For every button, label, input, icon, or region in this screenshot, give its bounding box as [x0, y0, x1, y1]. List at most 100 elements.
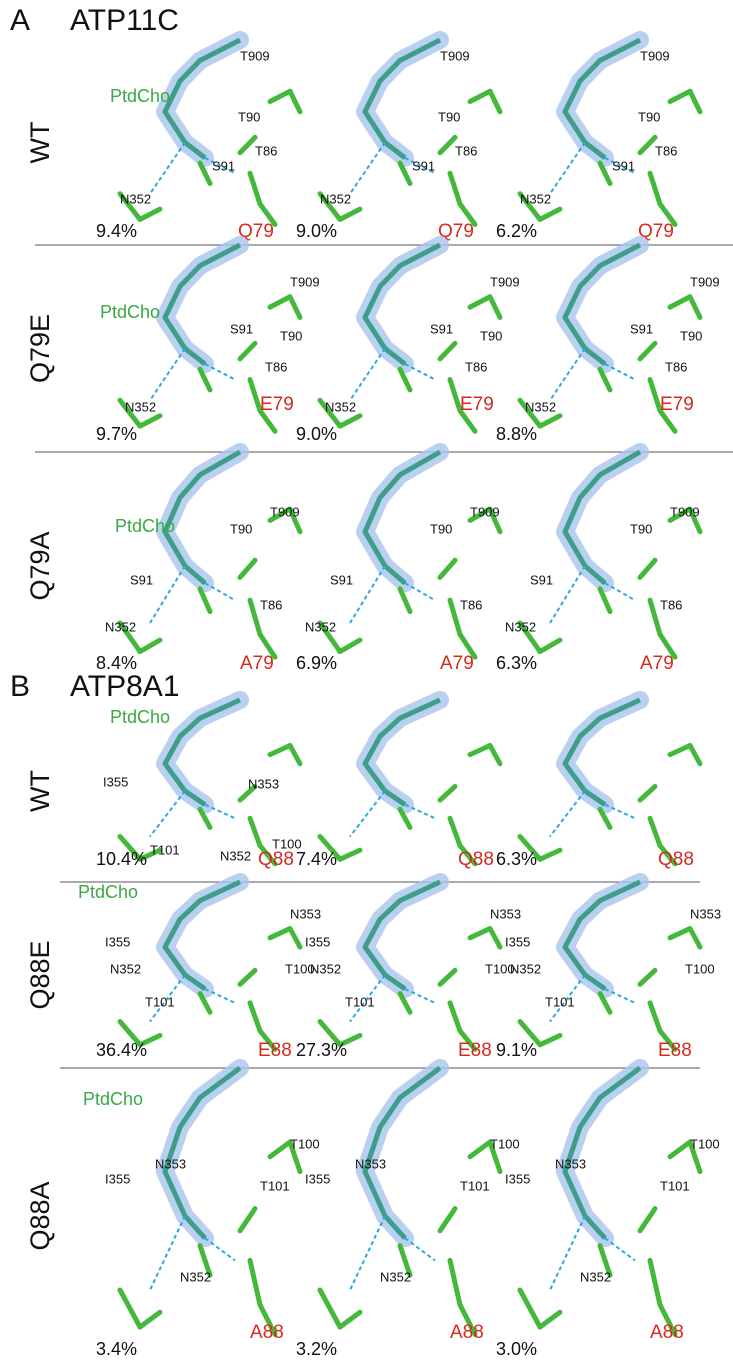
mutant-residue: E79: [460, 394, 494, 415]
residue-label: N353: [355, 1156, 386, 1171]
residue-stick: [290, 297, 300, 318]
residue-stick: [670, 746, 690, 755]
percentage: 9.0%: [296, 221, 337, 241]
residue-stick: [270, 746, 290, 755]
residue-label: N352: [580, 1269, 611, 1284]
percentage: 3.2%: [296, 1339, 337, 1359]
percentage: 8.8%: [496, 424, 537, 444]
residue-stick: [670, 1142, 690, 1157]
residue-label: N352: [120, 191, 151, 206]
residue-stick: [540, 1035, 560, 1044]
hbond: [150, 143, 185, 194]
residue-label: I355: [105, 1171, 130, 1186]
residue-label: N352: [520, 191, 551, 206]
percentage: 27.3%: [296, 1040, 347, 1060]
percentage: 9.1%: [496, 1040, 537, 1060]
residue-stick: [320, 1290, 340, 1327]
residue-label: N352: [110, 961, 141, 976]
panel-letter: B: [10, 670, 30, 703]
residue-label: T90: [438, 109, 460, 124]
residue-stick: [250, 1260, 260, 1304]
residue-label: T90: [238, 109, 260, 124]
ligand-label: PtdCho: [100, 302, 160, 322]
residue-stick: [440, 137, 455, 152]
residue-stick: [290, 929, 300, 948]
residue-stick: [340, 640, 360, 651]
residue-stick: [270, 91, 290, 101]
residue-label: N353: [248, 776, 279, 791]
residue-label: T909: [290, 274, 320, 289]
residue-label: T101: [345, 994, 375, 1009]
mutant-residue: A79: [240, 653, 274, 674]
hbond: [550, 349, 585, 401]
percentage: 9.7%: [96, 424, 137, 444]
residue-label: T100: [685, 961, 715, 976]
residue-label: T100: [690, 1136, 720, 1151]
residue-label: T86: [460, 597, 482, 612]
residue-label: T101: [150, 842, 180, 857]
molecule: [320, 452, 500, 657]
residue-stick: [690, 929, 700, 948]
percentage: 9.4%: [96, 221, 137, 241]
residue-stick: [490, 929, 500, 948]
mutant-residue: Q88: [458, 849, 494, 870]
mutant-residue: A88: [650, 1322, 684, 1343]
percentage: 36.4%: [96, 1040, 147, 1060]
residue-stick: [340, 416, 360, 426]
hbond: [350, 566, 385, 623]
percentage: 3.4%: [96, 1339, 137, 1359]
residue-stick: [690, 746, 700, 764]
residue-label: T909: [440, 48, 470, 63]
residue-label: T86: [665, 359, 687, 374]
ligand-label: PtdCho: [110, 707, 170, 727]
hbond: [350, 791, 385, 837]
residue-stick: [450, 600, 460, 634]
residue-label: N352: [310, 961, 341, 976]
mutant-residue: E88: [258, 1040, 292, 1061]
residue-stick: [640, 137, 655, 152]
residue-stick: [270, 297, 290, 307]
residue-stick: [520, 1290, 540, 1327]
residue-stick: [650, 380, 660, 411]
residue-stick: [440, 786, 455, 800]
protein-name: ATP8A1: [70, 670, 180, 703]
mutant-residue: E88: [658, 1040, 692, 1061]
residue-stick: [440, 1209, 455, 1231]
mutant-residue: A88: [250, 1322, 284, 1343]
residue-stick: [290, 746, 300, 764]
residue-stick: [640, 1209, 655, 1231]
mutant-residue: E88: [458, 1040, 492, 1061]
residue-stick: [240, 137, 255, 152]
residue-stick: [140, 209, 160, 219]
figure: AATP11CWTPtdChoT909T90S91T86N3529.4%Q79T…: [0, 0, 733, 1364]
percentage: 7.4%: [296, 849, 337, 869]
residue-label: S91: [230, 321, 253, 336]
percentage: 9.0%: [296, 424, 337, 444]
residue-label: N352: [505, 619, 536, 634]
percentage: 10.4%: [96, 849, 147, 869]
residue-stick: [120, 1290, 140, 1327]
residue-label: T86: [260, 597, 282, 612]
percentage: 6.2%: [496, 221, 537, 241]
residue-label: T100: [290, 1136, 320, 1151]
residue-label: T90: [630, 521, 652, 536]
residue-label: I355: [505, 934, 530, 949]
residue-stick: [450, 173, 460, 204]
ligand-label: PtdCho: [78, 882, 138, 902]
molecule: [120, 1068, 300, 1334]
residue-stick: [540, 1312, 560, 1327]
hbond: [350, 143, 385, 194]
residue-stick: [440, 343, 455, 359]
residue-label: T90: [230, 521, 252, 536]
residue-label: S91: [330, 572, 353, 587]
residue-stick: [470, 297, 490, 307]
residue-stick: [640, 970, 655, 984]
residue-label: T101: [660, 1178, 690, 1193]
residue-label: T101: [460, 1178, 490, 1193]
molecule: [120, 452, 300, 657]
hbond: [550, 566, 585, 623]
residue-label: T909: [240, 48, 270, 63]
hbond: [550, 791, 585, 837]
residue-label: T90: [280, 328, 302, 343]
residue-label: N352: [325, 399, 356, 414]
